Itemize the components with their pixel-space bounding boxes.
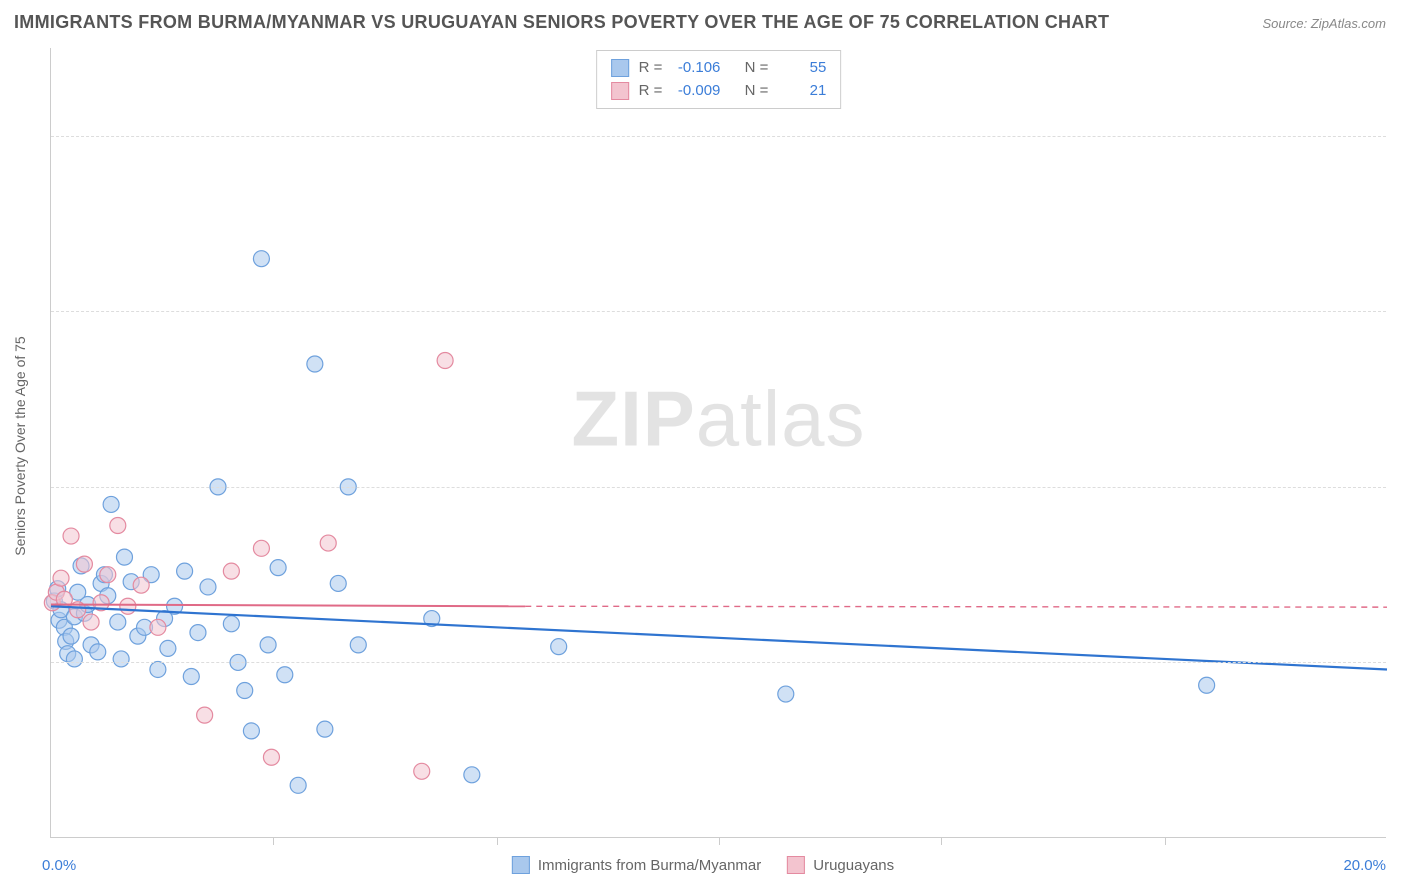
stats-legend: R = -0.106 N = 55 R = -0.009 N = 21 [596, 50, 842, 109]
data-point [197, 707, 213, 723]
series-legend: Immigrants from Burma/Myanmar Uruguayans [512, 856, 894, 874]
data-point [83, 614, 99, 630]
plot-area: ZIPatlas R = -0.106 N = 55 R = -0.009 N … [50, 48, 1386, 838]
data-point [437, 352, 453, 368]
data-point [778, 686, 794, 702]
trend-line-extrapolated [525, 606, 1387, 607]
data-point [223, 616, 239, 632]
legend-item-1: Immigrants from Burma/Myanmar [512, 856, 761, 874]
data-point [150, 619, 166, 635]
chart-svg [51, 48, 1386, 837]
data-point [551, 639, 567, 655]
data-point [90, 644, 106, 660]
gridline-horizontal [51, 311, 1386, 312]
stat-r-label: R = [639, 80, 663, 103]
x-axis-tick-min: 0.0% [42, 857, 76, 874]
data-point [160, 640, 176, 656]
data-point [150, 661, 166, 677]
y-axis-label: Seniors Poverty Over the Age of 75 [12, 336, 28, 555]
legend-label-2: Uruguayans [813, 857, 894, 874]
data-point [133, 577, 149, 593]
swatch-series-1 [611, 59, 629, 77]
data-point [63, 528, 79, 544]
legend-item-2: Uruguayans [787, 856, 894, 874]
gridline-horizontal [51, 662, 1386, 663]
data-point [100, 567, 116, 583]
data-point [260, 637, 276, 653]
data-point [200, 579, 216, 595]
data-point [263, 749, 279, 765]
x-axis-tick [941, 837, 942, 845]
swatch-icon [787, 856, 805, 874]
swatch-series-2 [611, 82, 629, 100]
data-point [190, 625, 206, 641]
data-point [110, 614, 126, 630]
x-axis-tick [1165, 837, 1166, 845]
stat-n-label: N = [745, 57, 769, 80]
chart-container: IMMIGRANTS FROM BURMA/MYANMAR VS URUGUAY… [0, 0, 1406, 892]
data-point [103, 496, 119, 512]
stat-r-label: R = [639, 57, 663, 80]
data-point [414, 763, 430, 779]
stat-r-value-1: -0.106 [672, 57, 720, 80]
data-point [307, 356, 323, 372]
source-label: Source: [1262, 16, 1310, 31]
data-point [223, 563, 239, 579]
data-point [53, 570, 69, 586]
x-axis-tick [719, 837, 720, 845]
data-point [270, 560, 286, 576]
data-point [1199, 677, 1215, 693]
stat-n-value-1: 55 [778, 57, 826, 80]
data-point [350, 637, 366, 653]
data-point [253, 251, 269, 267]
data-point [277, 667, 293, 683]
swatch-icon [512, 856, 530, 874]
data-point [183, 668, 199, 684]
x-axis-tick [273, 837, 274, 845]
chart-title: IMMIGRANTS FROM BURMA/MYANMAR VS URUGUAY… [14, 12, 1109, 33]
source-attribution: Source: ZipAtlas.com [1262, 16, 1386, 31]
data-point [243, 723, 259, 739]
x-axis-tick [497, 837, 498, 845]
data-point [120, 598, 136, 614]
stat-n-label: N = [745, 80, 769, 103]
data-point [113, 651, 129, 667]
trend-line [51, 606, 1387, 669]
data-point [290, 777, 306, 793]
data-point [110, 518, 126, 534]
legend-label-1: Immigrants from Burma/Myanmar [538, 857, 761, 874]
stat-n-value-2: 21 [778, 80, 826, 103]
source-value: ZipAtlas.com [1311, 16, 1386, 31]
gridline-horizontal [51, 136, 1386, 137]
data-point [253, 540, 269, 556]
data-point [464, 767, 480, 783]
data-point [177, 563, 193, 579]
gridline-horizontal [51, 487, 1386, 488]
stats-legend-row-1: R = -0.106 N = 55 [611, 57, 827, 80]
data-point [66, 651, 82, 667]
data-point [116, 549, 132, 565]
stats-legend-row-2: R = -0.009 N = 21 [611, 80, 827, 103]
data-point [317, 721, 333, 737]
x-axis-tick-max: 20.0% [1343, 857, 1386, 874]
data-point [320, 535, 336, 551]
data-point [63, 628, 79, 644]
data-point [330, 575, 346, 591]
stat-r-value-2: -0.009 [672, 80, 720, 103]
data-point [76, 556, 92, 572]
data-point [237, 683, 253, 699]
